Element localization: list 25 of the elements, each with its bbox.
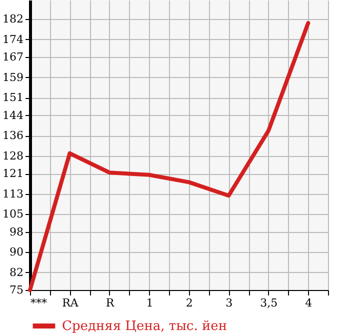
y-tick-label: 82	[10, 266, 24, 279]
x-tick-label: 1	[146, 296, 154, 310]
x-tick-label: 3	[226, 296, 233, 310]
y-tick-label: 167	[2, 50, 24, 64]
y-tick-label: 113	[2, 187, 24, 200]
x-tick-label: RA	[62, 296, 80, 310]
y-tick-label: 174	[2, 32, 24, 46]
y-tick-label: 182	[2, 12, 24, 26]
y-tick-label: 159	[2, 70, 24, 84]
y-tick-label: 75	[10, 284, 24, 296]
x-tick-label: 4	[305, 296, 312, 310]
legend-label: Средняя Цена, тыс. йен	[62, 319, 227, 334]
line-series	[28, 21, 310, 292]
y-tick-label: 105	[2, 208, 24, 221]
x-tick-label: ***	[30, 296, 48, 310]
y-tick-label: 121	[2, 167, 24, 180]
x-tick-label: 3,5	[260, 296, 278, 310]
y-tick-label: 98	[10, 225, 24, 238]
y-tick-label: 90	[10, 246, 24, 259]
y-tick-label: 136	[2, 129, 24, 142]
y-tick-label: 144	[2, 108, 24, 122]
x-tick-label: R	[106, 296, 115, 310]
y-tick-label: 151	[2, 91, 24, 104]
x-tick-label: 2	[186, 296, 193, 310]
y-tick-label: 128	[2, 149, 24, 162]
